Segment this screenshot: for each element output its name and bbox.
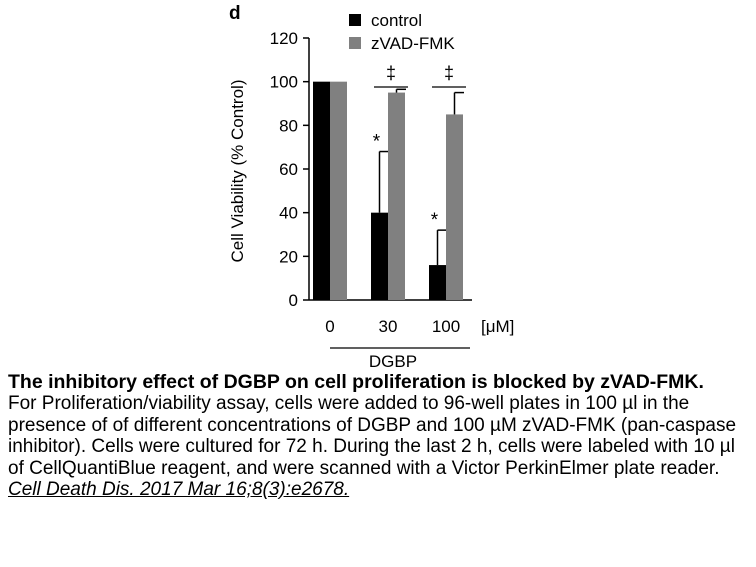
x-unit-label: [μM] — [481, 317, 514, 336]
significance-double-dagger: ‡ — [444, 63, 454, 83]
y-tick-label: 20 — [279, 247, 298, 266]
caption-citation[interactable]: Cell Death Dis. 2017 Mar 16;8(3):e2678. — [8, 479, 350, 500]
y-tick-label: 100 — [270, 73, 298, 92]
y-tick-label: 80 — [279, 116, 298, 135]
bar-control — [313, 81, 330, 301]
x-tick-label: 0 — [325, 317, 334, 336]
significance-asterisk: * — [431, 210, 439, 231]
panel-label: d — [229, 3, 241, 24]
x-tick-label: 30 — [379, 317, 398, 336]
x-group-label: DGBP — [369, 352, 417, 371]
bar-zvad-fmk — [446, 114, 463, 301]
y-tick-label: 40 — [279, 204, 298, 223]
legend-swatch — [349, 14, 361, 26]
x-tick-label: 100 — [432, 317, 460, 336]
y-tick-label: 60 — [279, 160, 298, 179]
caption-title: The inhibitory effect of DGBP on cell pr… — [8, 371, 704, 393]
legend-label: zVAD-FMK — [371, 34, 455, 53]
bar-zvad-fmk — [330, 81, 347, 301]
y-axis-label: Cell Viability (% Control) — [228, 80, 247, 263]
significance-double-dagger: ‡ — [386, 63, 396, 83]
bar-control — [429, 265, 446, 300]
figure-caption: The inhibitory effect of DGBP on cell pr… — [8, 372, 748, 501]
legend-swatch — [349, 37, 361, 49]
y-tick-label: 120 — [270, 29, 298, 48]
bar-zvad-fmk — [388, 92, 405, 300]
y-tick-label: 0 — [289, 291, 298, 310]
caption-body: For Proliferation/viability assay, cells… — [8, 393, 737, 479]
significance-asterisk: * — [373, 132, 381, 153]
legend-label: control — [371, 11, 422, 30]
bar-control — [371, 212, 388, 300]
bar-chart: d 0 20 40 60 80 100 120 Cell Viability (% Contro… — [228, 3, 514, 371]
